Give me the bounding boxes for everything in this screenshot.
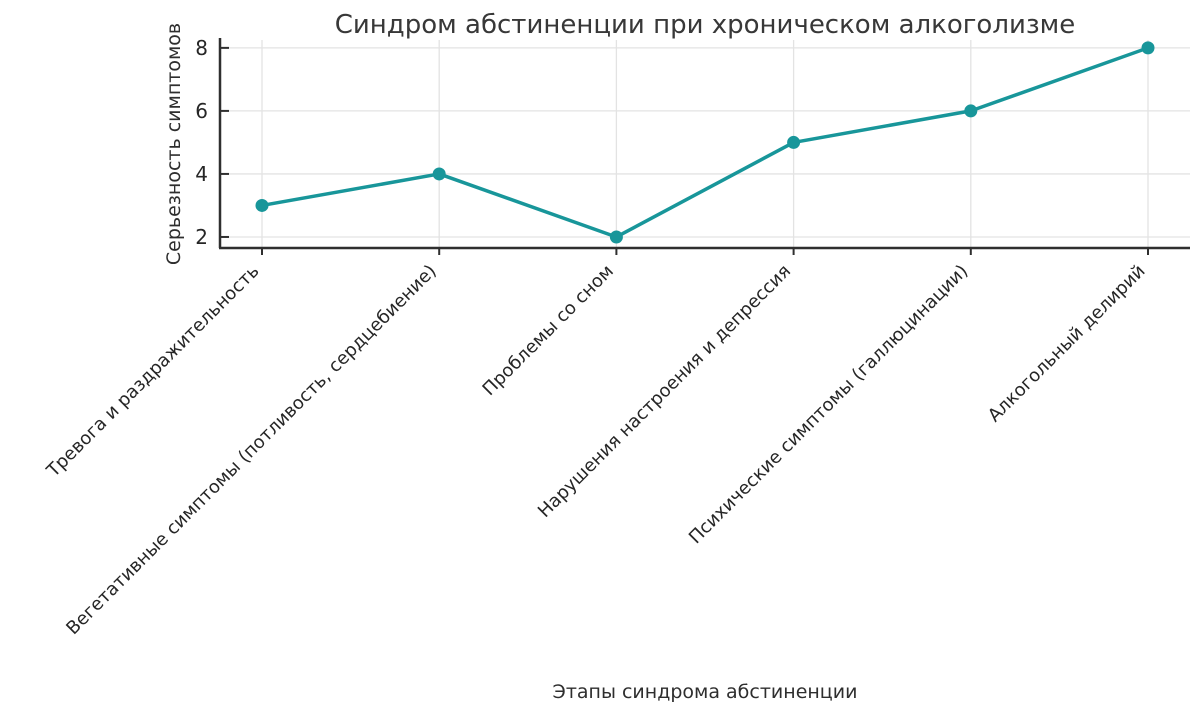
y-axis-label: Серьезность симптомов [163, 23, 185, 265]
x-axis-label: Этапы синдрома абстиненции [553, 681, 858, 703]
data-point [964, 104, 978, 118]
data-point [1141, 41, 1155, 55]
x-tick-label: Тревога и раздражительность [42, 261, 263, 482]
y-tick-label: 8 [195, 36, 208, 60]
data-point [255, 198, 269, 212]
x-tick-label: Психические симптомы (галлюцинации) [685, 261, 972, 548]
y-tick-label: 2 [195, 225, 208, 249]
y-tick-label: 6 [195, 99, 208, 123]
data-point [432, 167, 446, 181]
data-point [787, 135, 801, 149]
x-tick-label: Проблемы со сном [479, 261, 618, 400]
x-tick-label: Алкогольный делирий [984, 261, 1150, 427]
chart-title: Синдром абстиненции при хроническом алко… [335, 10, 1076, 40]
data-point [609, 230, 623, 244]
y-tick-label: 4 [195, 162, 208, 186]
plot-area: 2 4 6 8 Тревога и раздражительностьВегетатив… [42, 36, 1190, 639]
series-line [260, 46, 1150, 239]
x-tick-label: Вегетативные симптомы (потливость, сердц… [62, 261, 440, 639]
